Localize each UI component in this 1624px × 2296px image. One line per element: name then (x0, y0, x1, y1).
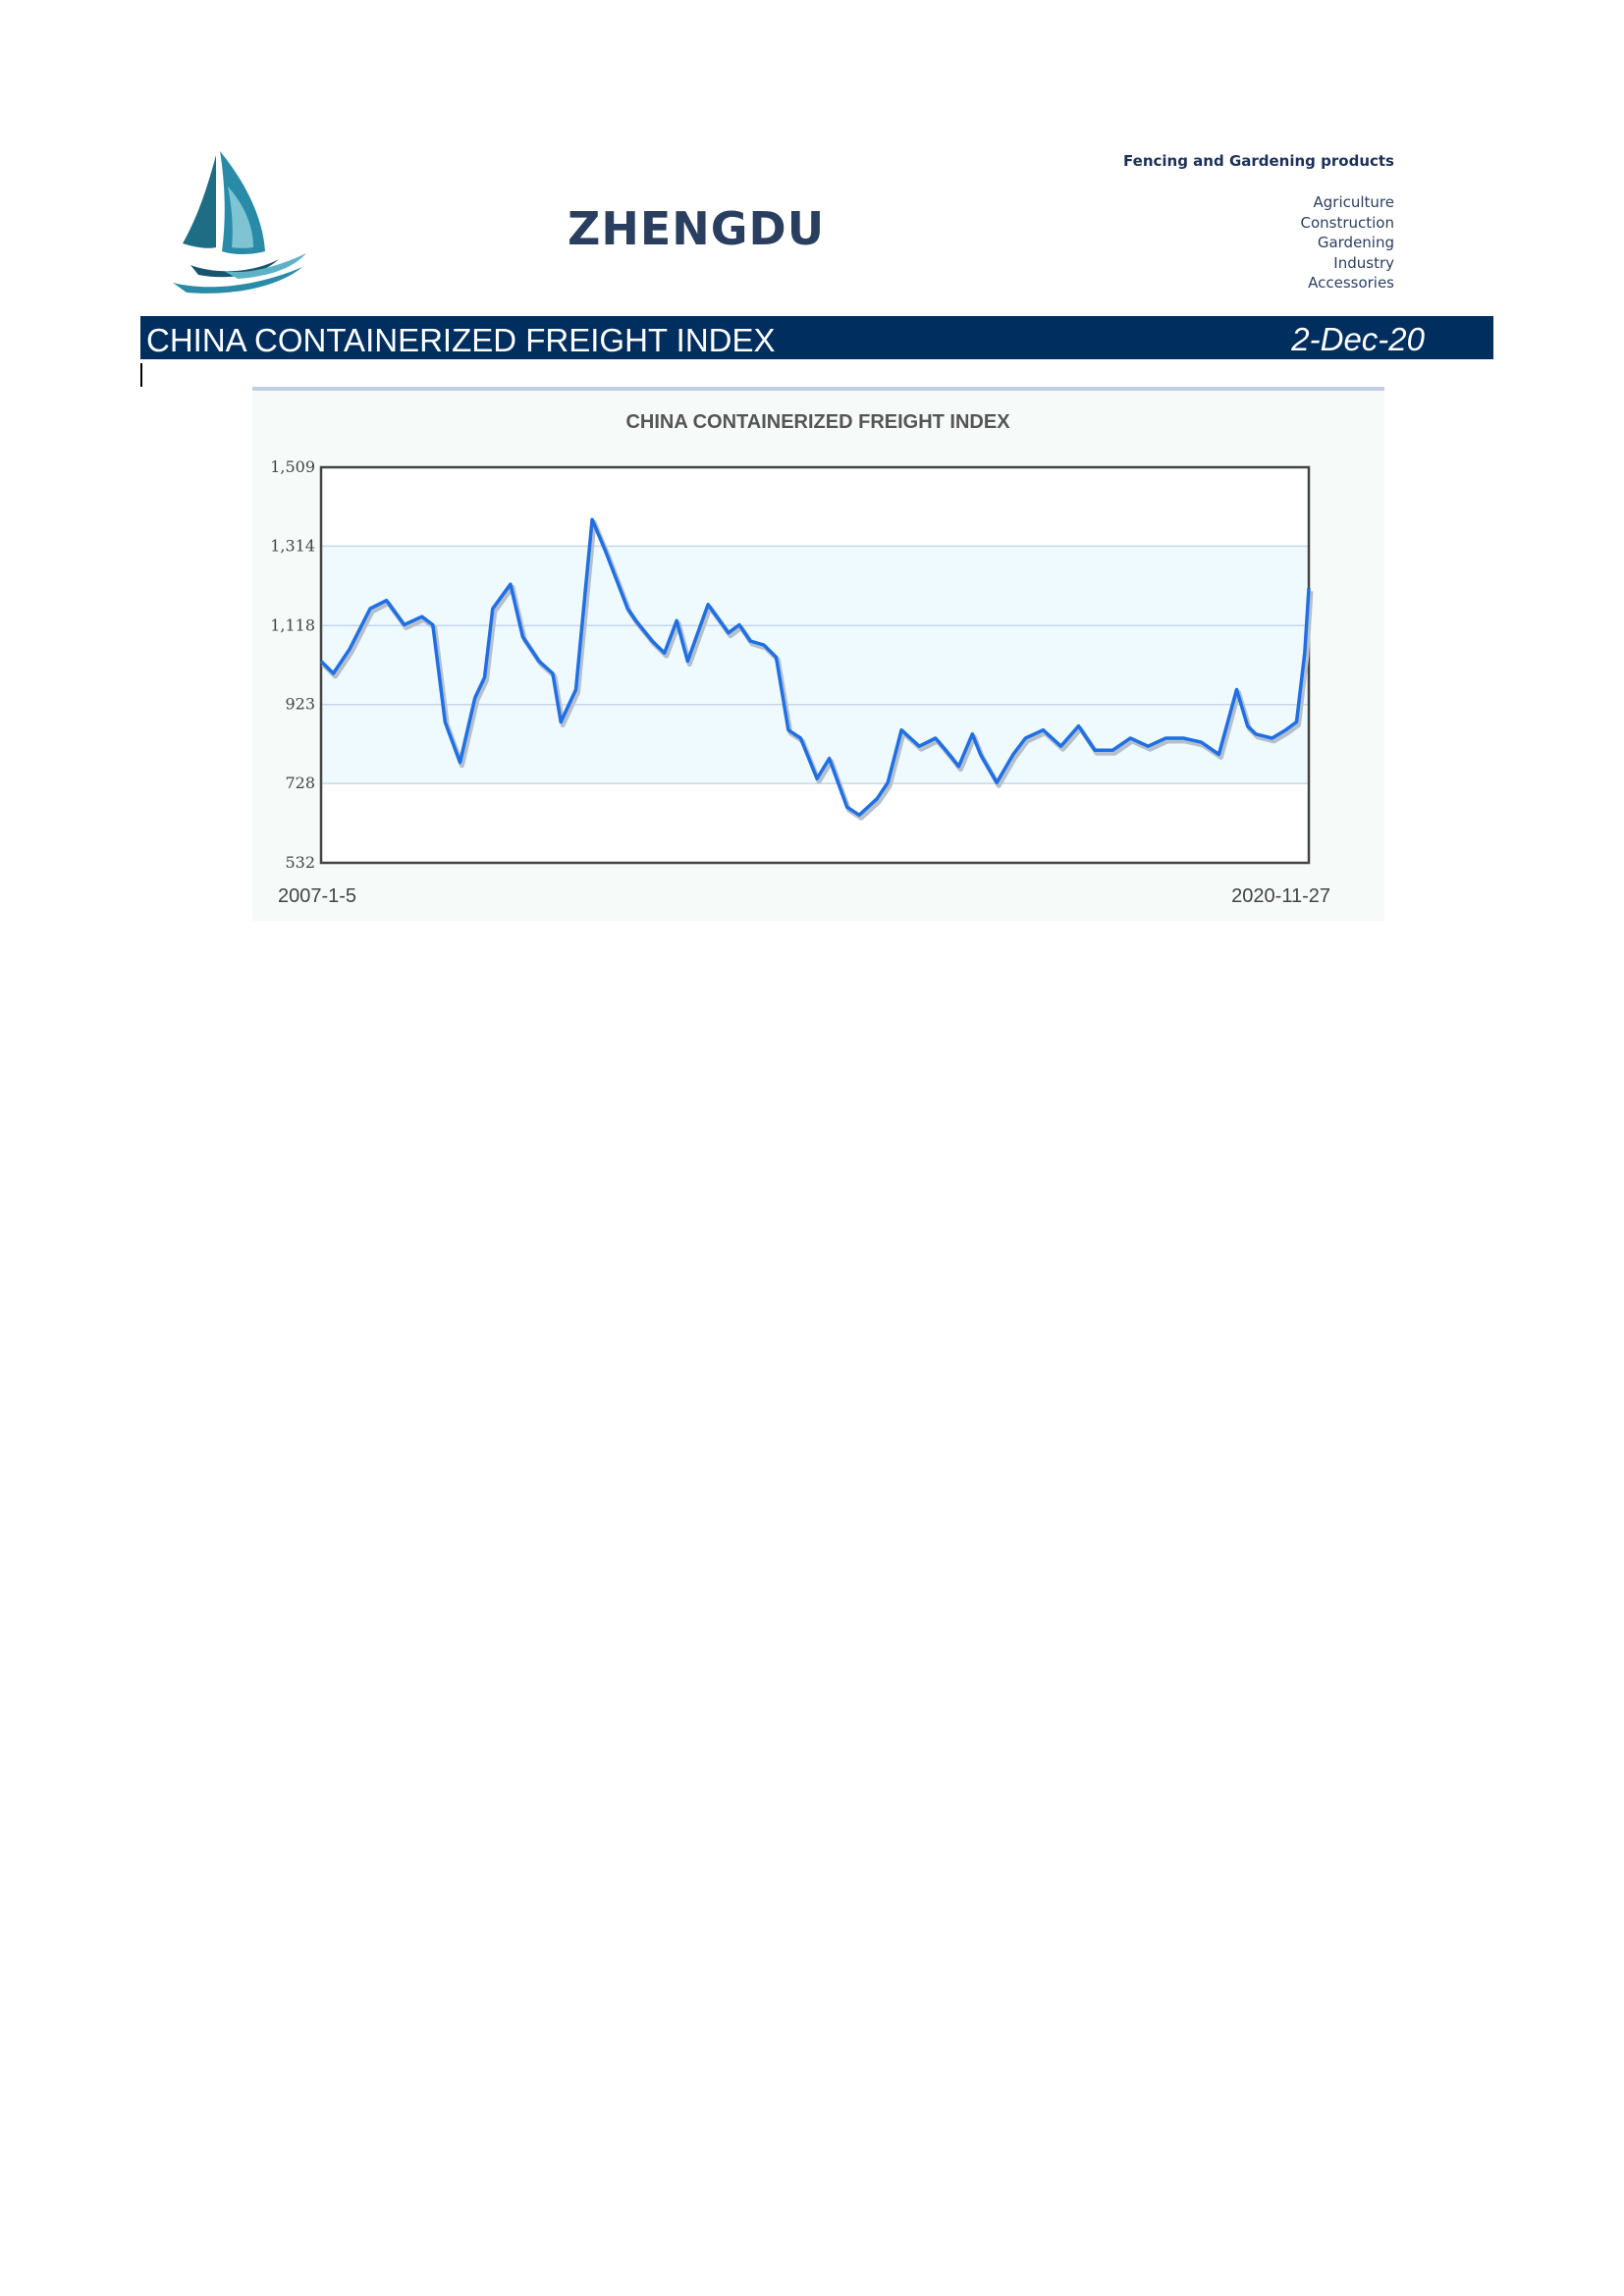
y-tick-label: 532 (285, 853, 315, 872)
y-tick-label: 728 (285, 774, 315, 792)
freight-index-chart: CHINA CONTAINERIZED FREIGHT INDEX 532 728 9… (270, 411, 1330, 907)
y-tick-label: 1,118 (270, 615, 315, 634)
series-line (319, 517, 1311, 818)
chart-band (321, 546, 1309, 784)
sailboat-logo-icon (169, 149, 314, 298)
category-list: Agriculture Construction Gardening Indus… (1300, 192, 1394, 294)
category-item: Agriculture (1313, 193, 1395, 211)
banner-date: 2-Dec-20 (1291, 321, 1425, 357)
category-item: Gardening (1317, 234, 1394, 251)
x-start-label: 2007-1-5 (278, 885, 356, 907)
text-cursor (140, 363, 142, 387)
plot-frame (319, 465, 1311, 865)
x-end-label: 2020-11-27 (1231, 885, 1330, 907)
title-banner: CHINA CONTAINERIZED FREIGHT INDEX 2-Dec-… (140, 316, 1493, 359)
banner-title: CHINA CONTAINERIZED FREIGHT INDEX (146, 322, 776, 358)
y-tick-label: 923 (285, 695, 315, 714)
brand-name: ZHENGDU (568, 202, 826, 255)
chart-panel: CHINA CONTAINERIZED FREIGHT INDEX 532 728 9… (252, 387, 1384, 921)
category-item: Accessories (1308, 274, 1394, 292)
y-tick-label: 1,314 (270, 536, 315, 555)
category-item: Construction (1300, 213, 1394, 232)
tagline: Fencing and Gardening products (1123, 152, 1394, 170)
y-tick-label: 1,509 (270, 457, 315, 476)
category-item: Industry (1333, 253, 1394, 272)
chart-title: CHINA CONTAINERIZED FREIGHT INDEX (625, 411, 1010, 433)
